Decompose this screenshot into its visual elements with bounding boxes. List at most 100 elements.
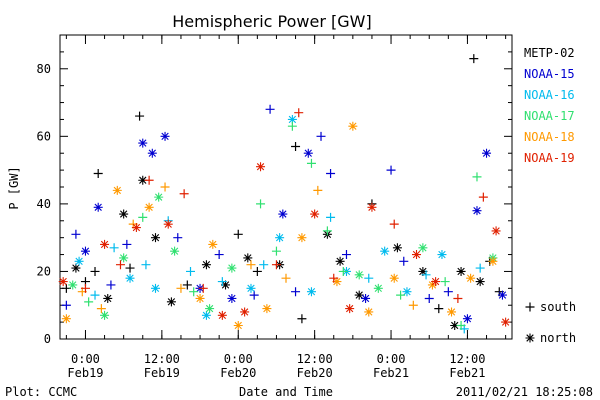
north-point xyxy=(262,304,272,314)
north-point xyxy=(217,310,227,320)
north-point xyxy=(125,273,135,283)
marker-legend-label: north xyxy=(540,331,576,345)
north-point xyxy=(450,320,460,330)
footer-timestamp: 2011/02/21 18:25:08 xyxy=(456,385,593,399)
north-point xyxy=(310,209,320,219)
north-point xyxy=(208,239,218,249)
marker-legend: south north xyxy=(525,300,576,345)
south-point xyxy=(456,320,466,330)
north-point xyxy=(58,277,68,287)
legend: METP-02 NOAA-15 NOAA-16 NOAA-17 NOAA-18 NOAA-… xyxy=(524,46,575,165)
north-point xyxy=(364,307,374,317)
south-point xyxy=(338,266,348,276)
x-axis: 0:00Feb1912:00Feb190:00Feb2012:00Feb200:… xyxy=(65,35,507,380)
north-point xyxy=(68,280,78,290)
north-point xyxy=(418,266,428,276)
series-noaa-15 xyxy=(61,104,507,324)
south-point xyxy=(478,192,488,202)
south-point xyxy=(246,260,256,270)
south-point xyxy=(434,304,444,314)
x-tick-label-date: Feb20 xyxy=(297,366,333,380)
south-point xyxy=(173,233,183,243)
north-point xyxy=(497,290,507,300)
north-point xyxy=(278,209,288,219)
south-point xyxy=(271,260,281,270)
north-point xyxy=(466,273,476,283)
north-point xyxy=(246,283,256,293)
north-point xyxy=(119,253,129,263)
south-point xyxy=(316,131,326,141)
south-point xyxy=(144,175,154,185)
x-tick-label-date: Feb19 xyxy=(144,366,180,380)
north-point xyxy=(147,148,157,158)
south-point xyxy=(141,260,151,270)
legend-entry: NOAA-15 xyxy=(524,67,575,81)
north-point xyxy=(373,283,383,293)
y-axis: 0 20 40 60 80 xyxy=(37,34,512,346)
south-point xyxy=(469,54,479,64)
north-point xyxy=(201,260,211,270)
south-point xyxy=(233,229,243,239)
south-point xyxy=(93,168,103,178)
north-point xyxy=(482,148,492,158)
north-point xyxy=(462,314,472,324)
north-point xyxy=(412,250,422,260)
y-tick-label: 40 xyxy=(37,197,51,211)
south-point xyxy=(90,290,100,300)
south-point xyxy=(408,300,418,310)
x-tick-label-date: Feb21 xyxy=(373,366,409,380)
south-point xyxy=(179,189,189,199)
marker-legend-north: north xyxy=(525,331,576,345)
south-point xyxy=(265,104,275,114)
north-point xyxy=(119,209,129,219)
legend-entry: NOAA-19 xyxy=(524,151,575,165)
south-point xyxy=(294,108,304,118)
north-point xyxy=(418,243,428,253)
y-tick-label: 20 xyxy=(37,264,51,278)
south-point xyxy=(472,172,482,182)
north-point xyxy=(402,287,412,297)
north-point xyxy=(138,138,148,148)
south-point xyxy=(326,212,336,222)
x-tick-label-time: 0:00 xyxy=(71,352,100,366)
series-noaa-16 xyxy=(74,114,485,334)
data-points xyxy=(58,54,511,334)
south-point xyxy=(399,256,409,266)
south-point xyxy=(421,270,431,280)
north-point xyxy=(61,314,71,324)
north-point xyxy=(361,293,371,303)
chart-title: Hemispheric Power [GW] xyxy=(172,12,371,31)
x-axis-label: Date and Time xyxy=(239,385,333,399)
x-tick-label-date: Feb21 xyxy=(449,366,485,380)
north-point xyxy=(392,243,402,253)
south-point xyxy=(326,168,336,178)
north-point xyxy=(345,304,355,314)
south-point xyxy=(329,273,339,283)
marker-legend-south: south xyxy=(525,300,576,314)
south-point xyxy=(249,290,259,300)
north-point xyxy=(103,293,113,303)
south-point xyxy=(189,287,199,297)
north-point xyxy=(354,290,364,300)
north-point xyxy=(287,114,297,124)
north-point xyxy=(256,162,266,172)
north-point xyxy=(389,273,399,283)
south-point xyxy=(424,293,434,303)
south-point xyxy=(297,314,307,324)
x-tick-label-time: 12:00 xyxy=(449,352,485,366)
south-point xyxy=(61,300,71,310)
south-point xyxy=(475,263,485,273)
y-tick-label: 0 xyxy=(44,332,51,346)
south-point xyxy=(96,304,106,314)
south-point xyxy=(125,263,135,273)
south-point xyxy=(453,293,463,303)
north-point xyxy=(166,297,176,307)
north-point xyxy=(472,206,482,216)
south-point xyxy=(389,219,399,229)
north-point xyxy=(154,192,164,202)
north-point xyxy=(221,280,231,290)
south-point xyxy=(198,283,208,293)
north-point xyxy=(488,256,498,266)
south-point xyxy=(386,165,396,175)
north-point xyxy=(170,246,180,256)
